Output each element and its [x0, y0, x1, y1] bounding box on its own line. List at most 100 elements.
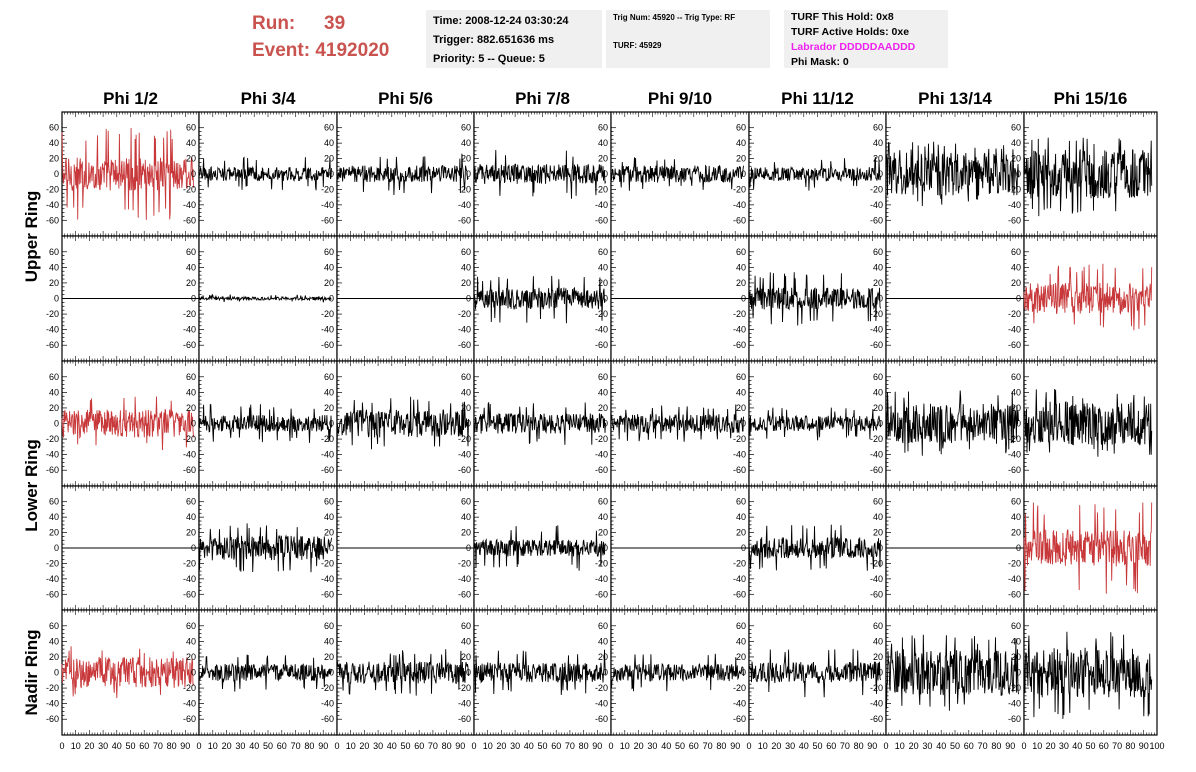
y-tick-label: -60	[458, 589, 471, 599]
panel-frame	[748, 360, 887, 487]
column-title: Phi 3/4	[241, 89, 296, 108]
y-tick-label: -20	[458, 309, 471, 319]
y-tick-label: 60	[461, 123, 471, 133]
y-tick-label: 60	[461, 372, 471, 382]
y-tick-label: -60	[321, 340, 334, 350]
waveform-trace	[336, 153, 469, 196]
y-tick-label: 60	[49, 123, 59, 133]
waveform-trace	[1023, 502, 1153, 594]
y-tick-label: 0	[54, 668, 59, 678]
waveform-trace	[748, 157, 881, 191]
column-title: Phi 1/2	[103, 89, 158, 108]
y-tick-label: 20	[324, 528, 334, 538]
panel-frame	[748, 111, 887, 237]
run-event-header: Run: 39 Event: 4192020	[252, 10, 389, 64]
y-tick-label: 20	[461, 154, 471, 164]
y-tick-label: -40	[321, 325, 334, 335]
waveform-trace	[473, 402, 606, 445]
y-tick-label: -60	[321, 215, 334, 225]
y-tick-label: -60	[733, 215, 746, 225]
y-tick-label: 60	[1011, 372, 1021, 382]
y-tick-label: -20	[321, 683, 334, 693]
y-tick-label: 40	[461, 262, 471, 272]
y-tick-label: 20	[186, 278, 196, 288]
y-tick-label: 40	[736, 512, 746, 522]
y-tick-label: -20	[458, 558, 471, 568]
y-tick-label: -40	[458, 450, 471, 460]
y-tick-label: 0	[878, 169, 883, 179]
y-tick-label: 20	[736, 154, 746, 164]
y-tick-label: -40	[595, 325, 608, 335]
column-title: Phi 7/8	[515, 89, 570, 108]
trig-num-text: Trig Num: 45920 -- Trig Type: RF	[613, 13, 736, 22]
y-tick-label: 20	[49, 652, 59, 662]
y-tick-label: 60	[186, 621, 196, 631]
y-tick-label: 40	[598, 262, 608, 272]
y-tick-label: 20	[461, 278, 471, 288]
y-tick-label: -20	[46, 558, 59, 568]
y-tick-label: -40	[46, 450, 59, 460]
y-tick-label: -20	[595, 558, 608, 568]
y-tick-label: -60	[183, 215, 196, 225]
y-tick-label: -20	[321, 434, 334, 444]
y-tick-label: 20	[598, 528, 608, 538]
waveform-trace	[610, 157, 744, 191]
y-tick-label: 40	[324, 138, 334, 148]
y-tick-label: -60	[1008, 215, 1021, 225]
y-tick-label: 40	[186, 387, 196, 397]
y-tick-label: 20	[1011, 278, 1021, 288]
y-tick-label: -60	[1008, 465, 1021, 475]
y-tick-label: 40	[186, 262, 196, 272]
waveform-trace	[198, 654, 332, 692]
y-tick-label: -60	[46, 714, 59, 724]
y-tick-label: -20	[595, 184, 608, 194]
y-tick-label: 0	[603, 543, 608, 553]
y-tick-label: -20	[321, 558, 334, 568]
y-tick-label: -40	[46, 325, 59, 335]
y-tick-label: 60	[736, 497, 746, 507]
run-label: Run:	[252, 13, 296, 34]
y-tick-label: -20	[733, 309, 746, 319]
y-tick-label: -20	[46, 184, 59, 194]
y-tick-label: 0	[1016, 419, 1021, 429]
y-tick-label: 0	[466, 169, 471, 179]
y-tick-label: -60	[595, 465, 608, 475]
turf-active-holds-text: TURF Active Holds: 0xe	[791, 26, 910, 38]
y-tick-label: 0	[741, 419, 746, 429]
y-tick-label: -60	[183, 714, 196, 724]
y-tick-label: 20	[186, 154, 196, 164]
waveform-trace	[748, 407, 881, 441]
y-tick-label: -60	[183, 589, 196, 599]
y-tick-label: -40	[458, 325, 471, 335]
y-tick-label: 60	[324, 123, 334, 133]
y-tick-label: 0	[329, 543, 334, 553]
y-tick-label: -40	[1008, 200, 1021, 210]
y-tick-label: 0	[1016, 169, 1021, 179]
y-tick-label: -40	[458, 200, 471, 210]
y-tick-label: 20	[324, 278, 334, 288]
y-tick-label: -60	[46, 589, 59, 599]
y-tick-label: 40	[873, 387, 883, 397]
y-tick-label: 20	[186, 528, 196, 538]
column-title: Phi 5/6	[378, 89, 433, 108]
y-tick-label: -60	[458, 340, 471, 350]
y-tick-label: 60	[873, 497, 883, 507]
column-title: Phi 15/16	[1054, 89, 1128, 108]
y-tick-label: 0	[878, 543, 883, 553]
y-tick-label: 60	[461, 621, 471, 631]
y-tick-label: 20	[49, 403, 59, 413]
y-tick-label: 60	[736, 123, 746, 133]
